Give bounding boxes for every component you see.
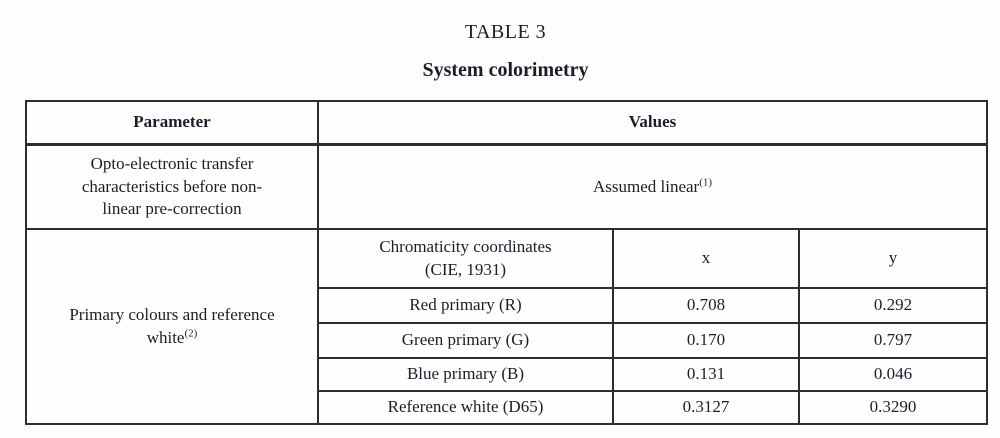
cell-x-header: x — [612, 228, 800, 289]
green-primary-x: 0.170 — [686, 330, 726, 350]
cell-entry-x: 0.170 — [612, 322, 800, 359]
cell-entry-y: 0.797 — [797, 322, 989, 359]
reference-white-x: 0.3127 — [682, 397, 730, 417]
table-row-red-primary: Red primary (R) 0.708 0.292 — [26, 287, 989, 324]
chromaticity-coordinates-label: Chromaticity coordinates (CIE, 1931) — [379, 237, 552, 279]
cell-entry-x: 0.3127 — [612, 390, 800, 425]
cell-entry-x: 0.708 — [612, 287, 800, 324]
header-parameter-label: Parameter — [133, 112, 211, 132]
transfer-value-text: Assumed linear — [592, 176, 700, 196]
cell-entry-label: Green primary (G) — [317, 322, 614, 359]
chromaticity-subheader-row: Primary colours and reference white(2) C… — [25, 228, 989, 425]
footnote-ref-2: (2) — [184, 326, 198, 339]
cell-chromaticity-label: Chromaticity coordinates (CIE, 1931) — [317, 228, 614, 289]
table-header-row: Parameter Values — [25, 100, 989, 146]
primaries-parameter-text: Primary colours and reference white(2) — [50, 304, 295, 349]
footnote-ref-1: (1) — [699, 175, 713, 188]
cell-entry-y: 0.3290 — [797, 390, 989, 425]
cell-entry-x: 0.131 — [612, 357, 800, 392]
cell-entry-label: Red primary (R) — [317, 287, 614, 324]
green-primary-y: 0.797 — [873, 330, 913, 350]
cell-primaries-parameter: Primary colours and reference white(2) — [25, 228, 319, 425]
green-primary-label: Green primary (G) — [401, 330, 530, 350]
table-caption: TABLE 3 System colorimetry — [25, 0, 986, 82]
cell-entry-y: 0.292 — [797, 287, 989, 324]
y-header-label: y — [888, 248, 898, 268]
red-primary-y: 0.292 — [873, 295, 913, 315]
cell-entry-y: 0.046 — [797, 357, 989, 392]
reference-white-y: 0.3290 — [869, 397, 917, 417]
table-row-green-primary: Green primary (G) 0.170 0.797 — [26, 322, 989, 359]
header-values-label: Values — [628, 112, 677, 132]
cell-y-header: y — [797, 228, 989, 289]
red-primary-x: 0.708 — [686, 295, 726, 315]
transfer-parameter-text: Opto-electronic transfer characteristics… — [81, 154, 263, 218]
cell-entry-label: Blue primary (B) — [317, 357, 614, 392]
cell-transfer-value: Assumed linear(1) — [316, 143, 989, 230]
system-colorimetry-table: Parameter Values Opto-electronic transfe… — [25, 100, 989, 425]
cell-transfer-parameter: Opto-electronic transfer characteristics… — [25, 143, 319, 230]
cell-entry-label: Reference white (D65) — [317, 390, 614, 425]
transfer-characteristics-row: Opto-electronic transfer characteristics… — [25, 143, 989, 230]
header-cell-parameter: Parameter — [25, 100, 319, 146]
blue-primary-x: 0.131 — [686, 364, 726, 384]
x-header-label: x — [701, 248, 711, 268]
table-number-label: TABLE 3 — [464, 21, 547, 43]
blue-primary-label: Blue primary (B) — [406, 364, 525, 384]
blue-primary-y: 0.046 — [873, 364, 913, 384]
table-row-reference-white: Reference white (D65) 0.3127 0.3290 — [26, 390, 989, 425]
reference-white-label: Reference white (D65) — [387, 397, 544, 417]
table-row-blue-primary: Blue primary (B) 0.131 0.046 — [26, 357, 989, 392]
table-title: System colorimetry — [422, 59, 589, 81]
primaries-parameter-label: Primary colours and reference white — [69, 305, 275, 347]
header-cell-values: Values — [316, 100, 989, 146]
red-primary-label: Red primary (R) — [409, 295, 522, 315]
